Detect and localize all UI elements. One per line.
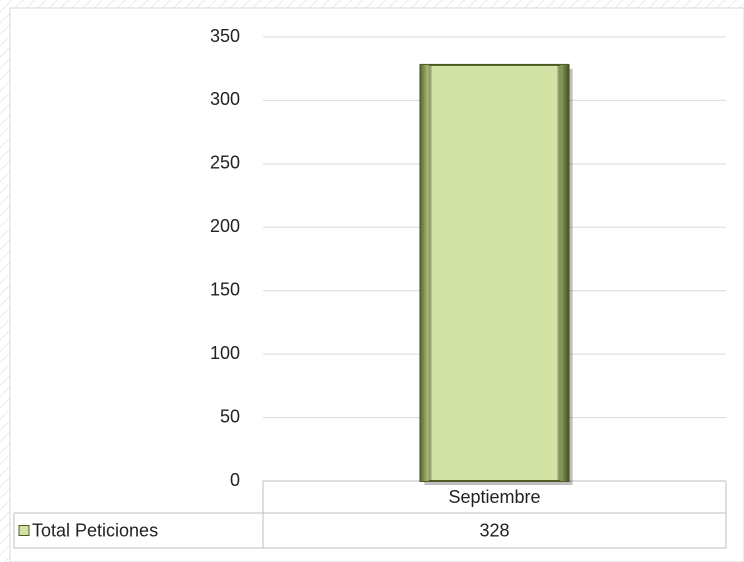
y-tick-label: 300 <box>210 89 240 109</box>
y-tick-label: 0 <box>230 470 240 490</box>
x-tick-label: Septiembre <box>448 487 540 507</box>
chart-area <box>9 7 744 562</box>
legend-key <box>18 525 30 536</box>
y-tick-label: 50 <box>220 406 240 426</box>
y-tick-label: 100 <box>210 343 240 363</box>
y-tick-label: 150 <box>210 279 240 299</box>
y-tick-label: 200 <box>210 216 240 236</box>
y-tick-label: 350 <box>210 26 240 46</box>
y-tick-label: 250 <box>210 153 240 173</box>
bar-bevel <box>420 64 569 481</box>
legend-label: Total Peticiones <box>32 520 158 540</box>
table-value: 328 <box>479 520 509 540</box>
